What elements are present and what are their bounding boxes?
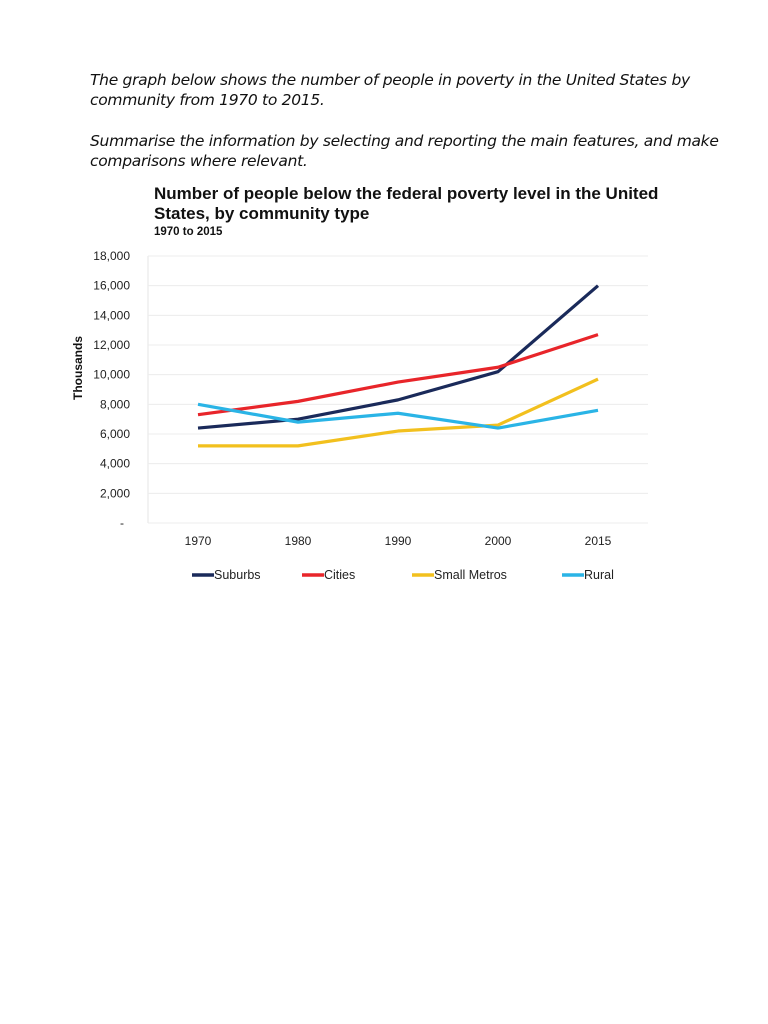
legend-label: Small Metros (434, 568, 507, 582)
y-tick-label: 18,000 (93, 249, 130, 263)
legend-label: Cities (324, 568, 355, 582)
x-tick-label: 2000 (485, 534, 512, 548)
y-tick-label: 14,000 (93, 308, 130, 322)
y-tick-label: 8,000 (100, 397, 130, 411)
x-tick-label: 1970 (185, 534, 212, 548)
y-tick-label: 6,000 (100, 427, 130, 441)
y-tick-label: 12,000 (93, 338, 130, 352)
y-tick-label: 4,000 (100, 457, 130, 471)
legend-label: Suburbs (214, 568, 261, 582)
x-tick-label: 2015 (585, 534, 612, 548)
y-tick-label: 10,000 (93, 368, 130, 382)
y-axis-label: Thousands (71, 336, 85, 400)
x-tick-label: 1990 (385, 534, 412, 548)
x-tick-label: 1980 (285, 534, 312, 548)
legend-label: Rural (584, 568, 614, 582)
y-tick-label: 2,000 (100, 486, 130, 500)
task-instruction: Summarise the information by selecting a… (90, 132, 719, 170)
y-tick-label: 16,000 (93, 279, 130, 293)
y-tick-label: - (120, 516, 124, 530)
chart-subtitle: 1970 to 2015 (154, 226, 223, 238)
task-prompt: The graph below shows the number of peop… (90, 71, 690, 109)
chart-title: Number of people below the federal pover… (154, 184, 659, 223)
